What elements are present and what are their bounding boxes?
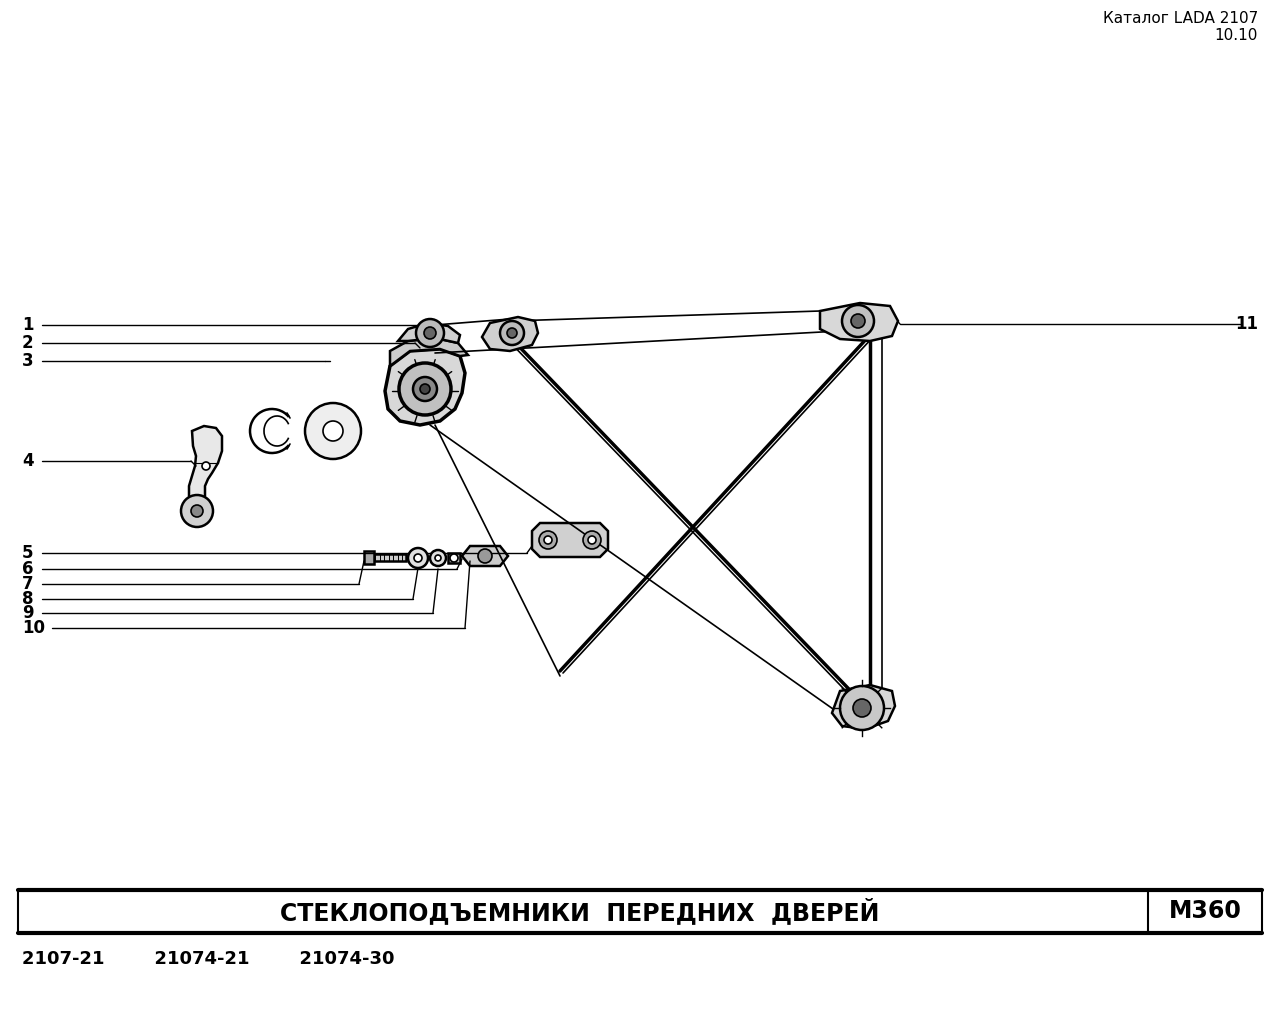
Circle shape (840, 686, 884, 730)
Circle shape (477, 549, 492, 563)
Polygon shape (820, 303, 899, 341)
Text: 8: 8 (22, 590, 33, 607)
Circle shape (544, 536, 552, 544)
Text: 2107-21        21074-21        21074-30: 2107-21 21074-21 21074-30 (22, 950, 394, 968)
Text: 10: 10 (22, 619, 45, 637)
Text: 6: 6 (22, 560, 33, 578)
Polygon shape (385, 349, 465, 425)
Polygon shape (398, 323, 460, 343)
Circle shape (420, 384, 430, 394)
Circle shape (323, 421, 343, 441)
Polygon shape (448, 553, 460, 563)
Circle shape (842, 305, 874, 337)
Text: СТЕКЛОПОДЪЕМНИКИ  ПЕРЕДНИХ  ДВЕРЕЙ: СТЕКЛОПОДЪЕМНИКИ ПЕРЕДНИХ ДВЕРЕЙ (280, 898, 879, 925)
Text: 11: 11 (1235, 315, 1258, 333)
Text: 9: 9 (22, 604, 33, 622)
Text: Каталог LADA 2107
10.10: Каталог LADA 2107 10.10 (1103, 11, 1258, 44)
Text: 7: 7 (22, 575, 33, 593)
Circle shape (416, 319, 444, 347)
Circle shape (451, 554, 458, 562)
Circle shape (413, 377, 436, 401)
Text: 4: 4 (22, 452, 33, 470)
Circle shape (852, 699, 870, 717)
Circle shape (399, 363, 451, 415)
Circle shape (507, 328, 517, 338)
Circle shape (582, 531, 602, 549)
Circle shape (435, 555, 442, 561)
Circle shape (539, 531, 557, 549)
Text: 2: 2 (22, 334, 33, 352)
Circle shape (413, 554, 422, 562)
Polygon shape (372, 554, 406, 561)
Circle shape (500, 321, 524, 345)
Circle shape (430, 550, 445, 566)
Polygon shape (483, 317, 538, 351)
Polygon shape (532, 523, 608, 557)
Text: М360: М360 (1169, 900, 1242, 924)
Circle shape (588, 536, 596, 544)
Circle shape (202, 461, 210, 470)
Polygon shape (832, 685, 895, 729)
Circle shape (408, 548, 428, 568)
Polygon shape (189, 426, 221, 501)
Text: 3: 3 (22, 352, 33, 370)
Polygon shape (364, 551, 374, 564)
Circle shape (180, 495, 212, 527)
Circle shape (851, 314, 865, 328)
Polygon shape (390, 338, 468, 366)
Circle shape (305, 403, 361, 459)
Text: 1: 1 (22, 317, 33, 334)
Polygon shape (462, 546, 508, 566)
Circle shape (191, 505, 204, 517)
Circle shape (424, 327, 436, 339)
Text: 5: 5 (22, 544, 33, 562)
